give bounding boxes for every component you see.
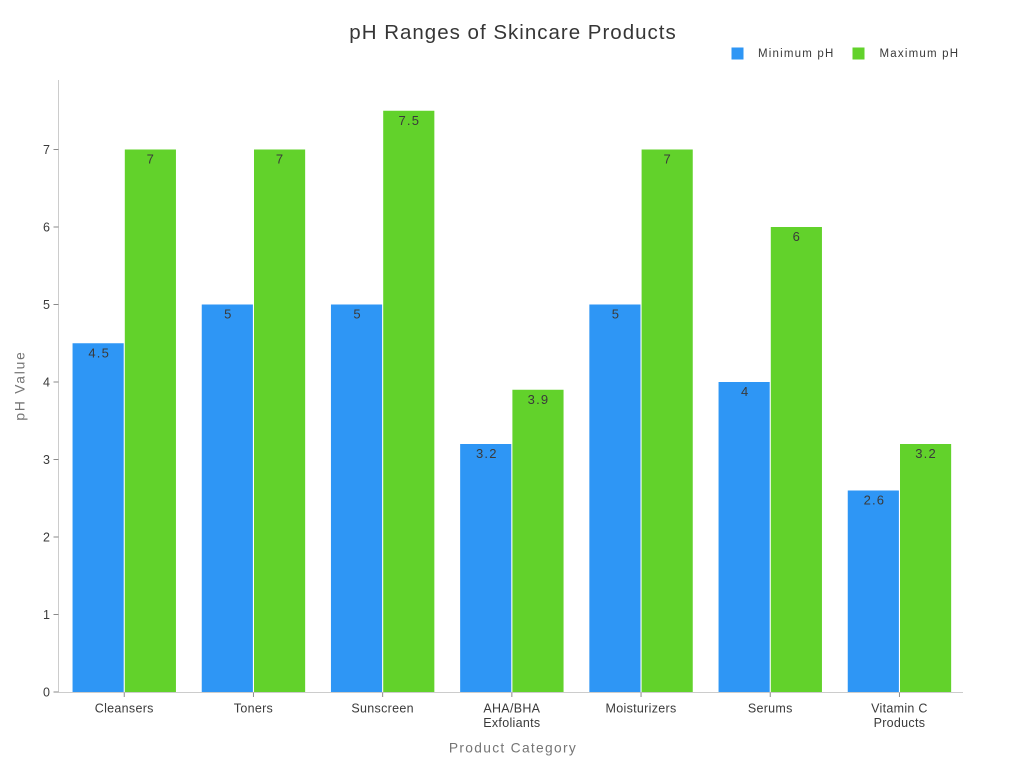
svg-text:4.5: 4.5 (88, 345, 110, 360)
svg-text:Exfoliants: Exfoliants (483, 716, 540, 730)
svg-text:Product Category: Product Category (449, 741, 577, 756)
svg-text:0: 0 (43, 685, 50, 699)
svg-text:2.6: 2.6 (864, 493, 886, 508)
svg-text:Cleansers: Cleansers (95, 701, 154, 715)
svg-text:4: 4 (43, 375, 50, 389)
svg-text:3: 3 (43, 453, 50, 467)
svg-text:7: 7 (43, 143, 50, 157)
svg-text:5: 5 (612, 307, 620, 322)
svg-text:5: 5 (43, 298, 50, 312)
svg-text:5: 5 (353, 307, 361, 322)
svg-text:3.2: 3.2 (915, 446, 937, 461)
svg-text:3.9: 3.9 (528, 392, 550, 407)
svg-text:7: 7 (276, 152, 284, 167)
svg-text:Products: Products (874, 716, 926, 730)
svg-text:pH Value: pH Value (13, 350, 28, 420)
svg-text:1: 1 (43, 608, 50, 622)
svg-text:6: 6 (43, 220, 50, 234)
svg-text:3.2: 3.2 (476, 446, 498, 461)
svg-text:Serums: Serums (748, 701, 793, 715)
svg-text:5: 5 (224, 307, 232, 322)
svg-text:Vitamin C: Vitamin C (871, 701, 928, 715)
svg-text:2: 2 (43, 530, 50, 544)
svg-text:6: 6 (793, 229, 801, 244)
svg-text:7.5: 7.5 (398, 113, 420, 128)
svg-text:Minimum pH: Minimum pH (758, 48, 835, 60)
svg-text:Sunscreen: Sunscreen (351, 701, 413, 715)
svg-text:pH Ranges of Skincare Products: pH Ranges of Skincare Products (349, 21, 676, 44)
svg-text:7: 7 (147, 152, 155, 167)
svg-text:7: 7 (663, 152, 671, 167)
svg-text:Moisturizers: Moisturizers (606, 701, 677, 715)
svg-text:4: 4 (741, 384, 749, 399)
svg-text:Maximum pH: Maximum pH (880, 48, 960, 60)
svg-text:AHA/BHA: AHA/BHA (483, 701, 540, 715)
svg-text:Toners: Toners (234, 701, 273, 715)
